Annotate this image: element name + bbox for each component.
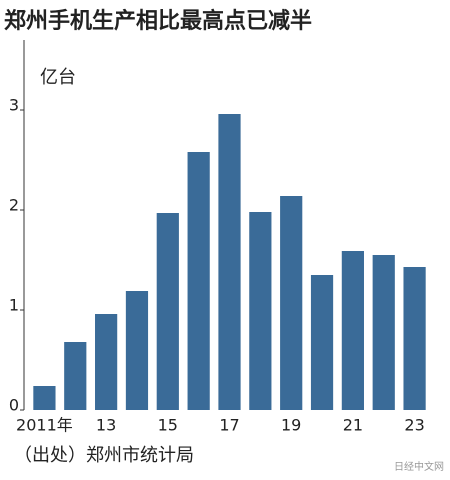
watermark: 日经中文网	[394, 460, 444, 473]
bar	[156, 213, 179, 410]
y-tick-label: 1	[9, 296, 19, 315]
y-tick-label: 3	[9, 96, 19, 115]
bar	[249, 212, 272, 410]
y-tick-label: 0	[9, 396, 19, 415]
bar	[64, 342, 87, 410]
unit-label: 亿台	[40, 67, 76, 88]
x-tick-label: 2011年	[16, 416, 73, 435]
bar	[310, 275, 334, 410]
x-tick-label: 15	[158, 416, 178, 435]
bar	[33, 386, 56, 410]
x-tick-label: 17	[219, 416, 239, 435]
x-tick-label: 23	[404, 416, 424, 435]
chart-title: 郑州手机生产相比最高点已减半	[4, 8, 312, 34]
x-tick-label: 19	[281, 416, 301, 435]
bar	[403, 267, 426, 410]
bar	[187, 152, 210, 410]
source: （出处）郑州市统计局	[14, 445, 194, 466]
bar	[95, 314, 118, 410]
bar	[218, 114, 241, 410]
x-tick-label: 13	[96, 416, 116, 435]
bar	[341, 251, 364, 410]
bar	[125, 291, 149, 410]
y-tick-label: 2	[9, 196, 19, 215]
bar	[280, 196, 303, 410]
bar	[372, 255, 395, 410]
x-tick-label: 21	[343, 416, 363, 435]
